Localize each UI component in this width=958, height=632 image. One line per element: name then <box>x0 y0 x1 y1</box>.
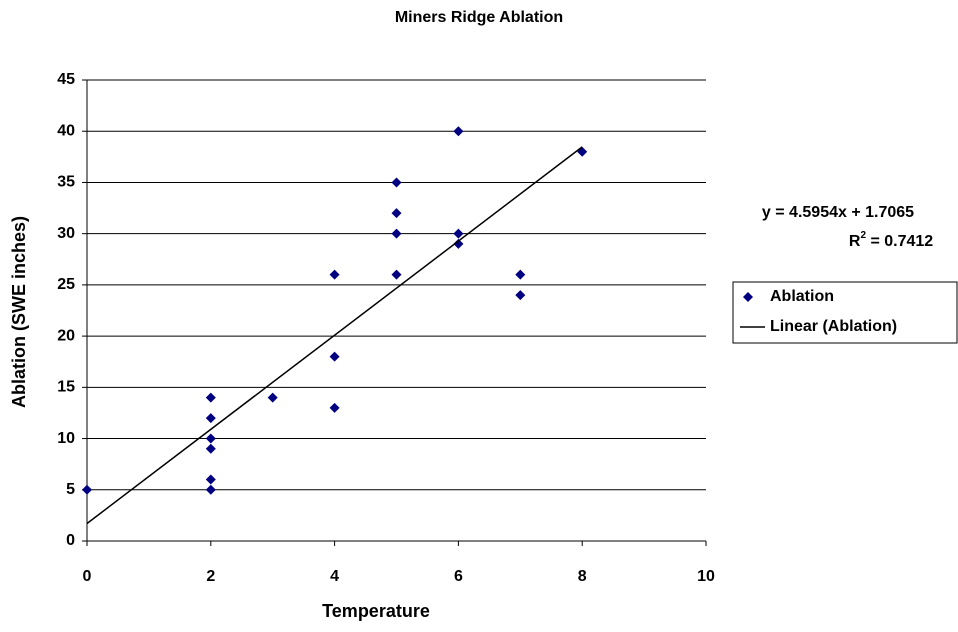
y-tick-label: 35 <box>57 174 75 191</box>
data-point <box>329 269 340 280</box>
data-point <box>205 392 216 403</box>
data-point <box>391 177 402 188</box>
legend-marker <box>743 292 753 302</box>
data-point <box>515 290 526 301</box>
legend-box <box>732 281 958 344</box>
y-tick-label: 30 <box>57 225 75 242</box>
y-tick-label: 40 <box>57 122 75 139</box>
data-point <box>515 269 526 280</box>
y-axis-title: Ablation (SWE inches) <box>9 216 29 408</box>
data-point <box>205 474 216 485</box>
data-point <box>391 269 402 280</box>
y-tick-label: 5 <box>66 481 75 498</box>
chart-title: Miners Ridge Ablation <box>395 9 563 26</box>
data-point <box>205 484 216 495</box>
legend-label: Ablation <box>770 288 834 305</box>
y-tick-label: 15 <box>57 379 75 396</box>
legend-label: Linear (Ablation) <box>770 318 897 335</box>
x-axis-title: Temperature <box>322 601 430 621</box>
data-point <box>453 228 464 239</box>
data-point <box>453 238 464 249</box>
y-tick-label: 20 <box>57 327 75 344</box>
trendline-equation: y = 4.5954x + 1.7065 <box>762 204 914 221</box>
y-tick-label: 0 <box>66 532 75 549</box>
y-tick-label: 10 <box>57 430 75 447</box>
r2-value: = 0.7412 <box>866 233 933 250</box>
x-tick-label: 0 <box>83 568 92 585</box>
data-point <box>82 484 92 495</box>
data-point <box>577 146 588 157</box>
data-point <box>329 402 340 413</box>
data-point <box>205 433 216 444</box>
x-tick-label: 8 <box>578 568 587 585</box>
data-point <box>391 208 402 219</box>
x-tick-label: 6 <box>454 568 463 585</box>
data-point <box>391 228 402 239</box>
x-tick-label: 4 <box>330 568 339 585</box>
trendline <box>86 146 583 525</box>
x-tick-label: 2 <box>206 568 215 585</box>
y-tick-label: 45 <box>57 71 75 88</box>
data-point <box>205 413 216 424</box>
data-point <box>329 351 340 362</box>
y-tick-label: 25 <box>57 276 75 293</box>
x-tick-label: 10 <box>697 568 715 585</box>
r2-exponent: 2 <box>860 230 866 241</box>
data-point <box>205 443 216 454</box>
r2-symbol: R <box>849 233 861 250</box>
data-point <box>453 126 464 137</box>
data-point <box>267 392 278 403</box>
r2-label: R2 <box>849 230 867 251</box>
